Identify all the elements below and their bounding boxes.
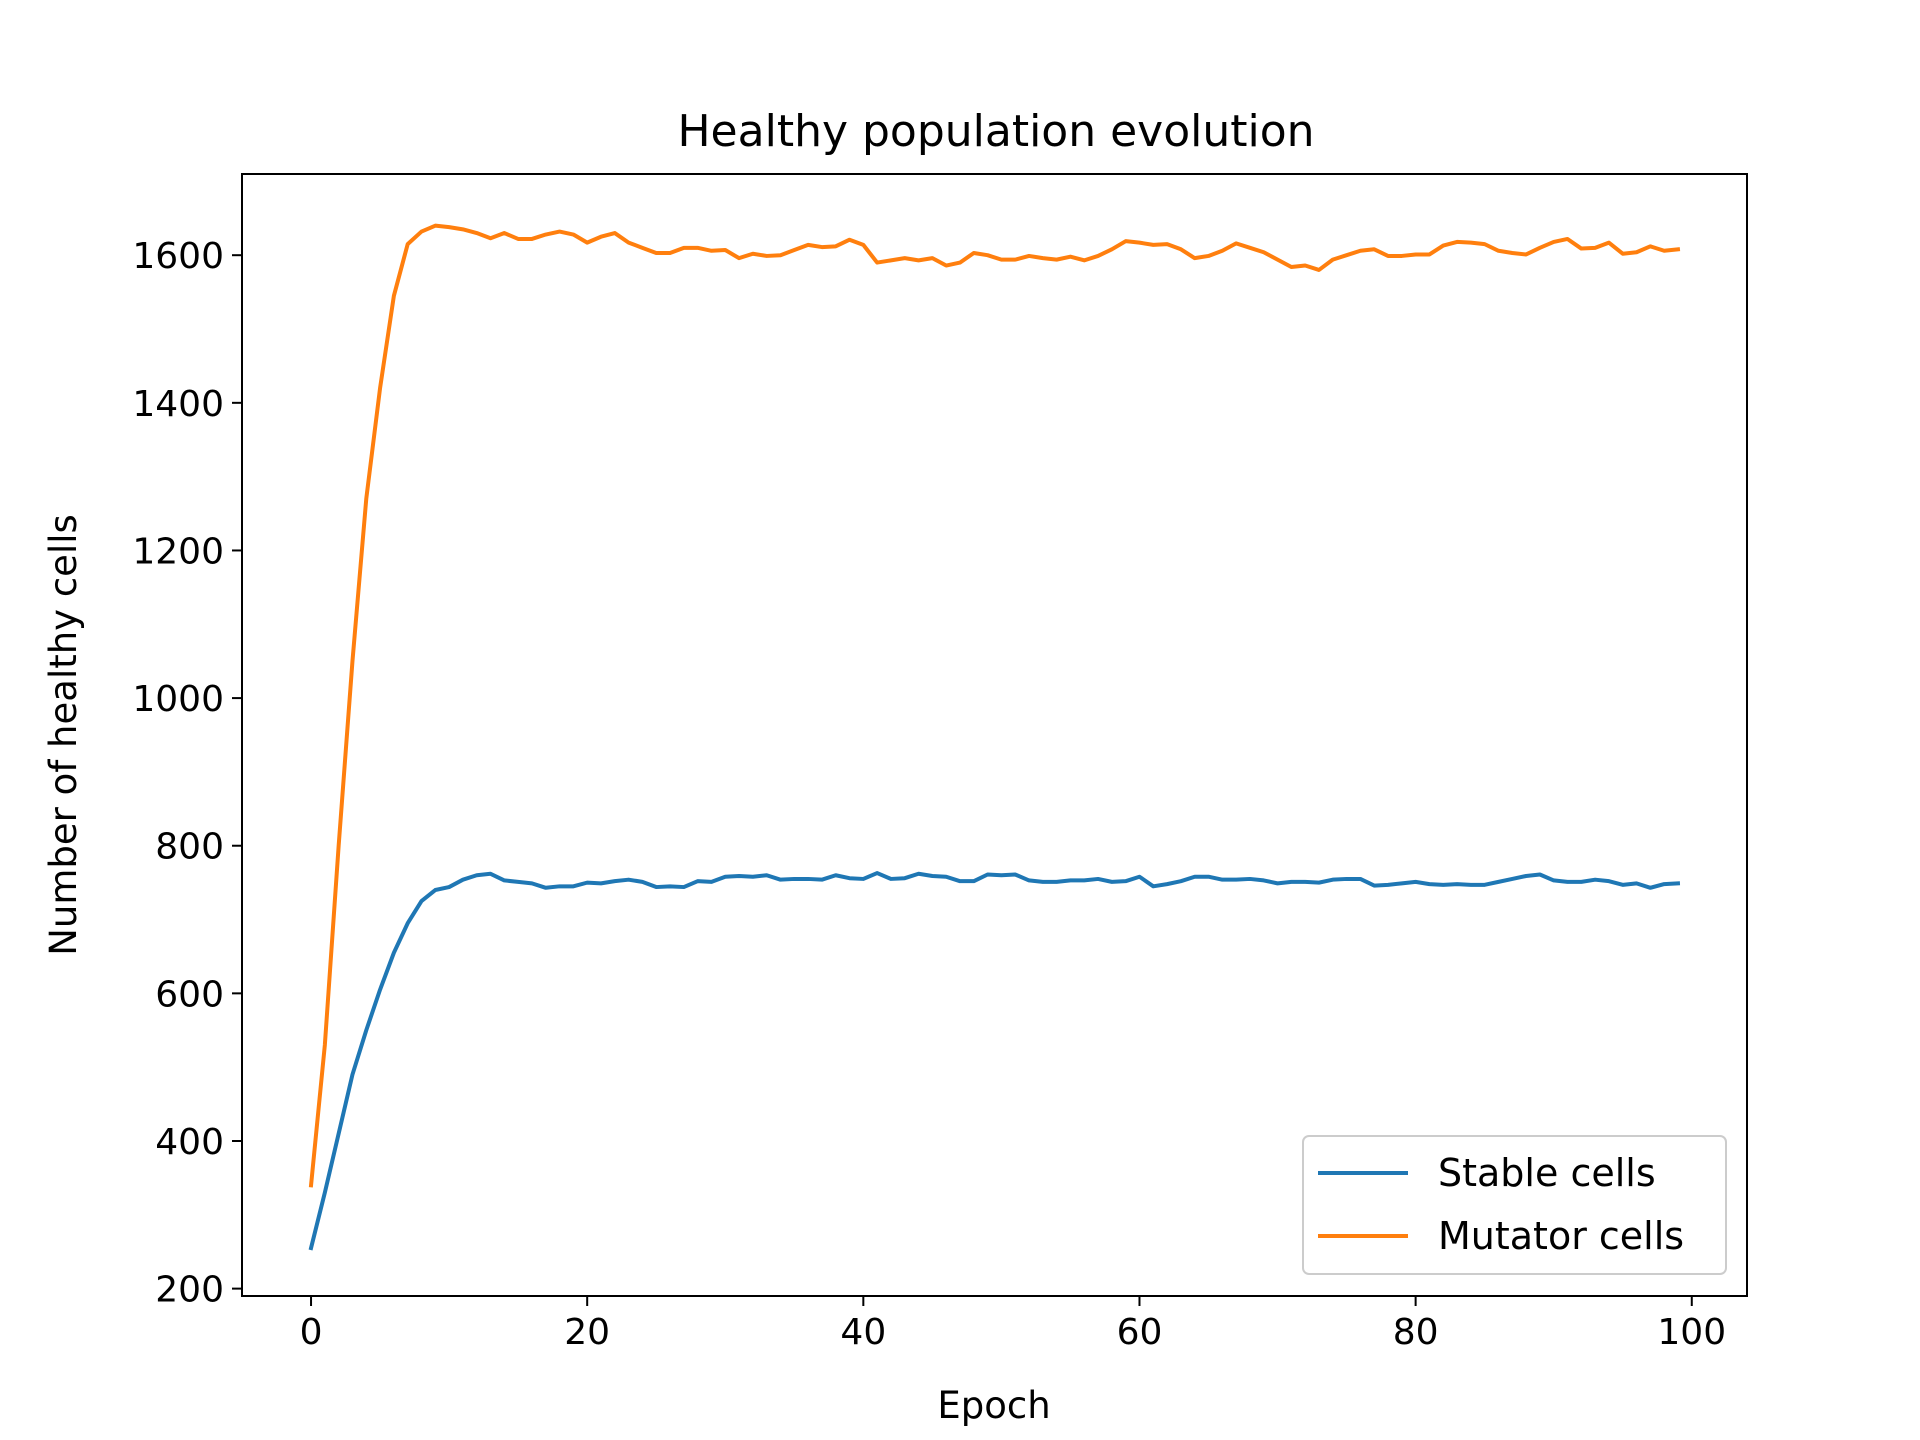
- legend-label-stable-cells: Stable cells: [1438, 1151, 1656, 1195]
- x-tick-label-80: 80: [1393, 1312, 1439, 1353]
- y-tick-label-1000: 1000: [132, 679, 224, 720]
- y-tick-label-1400: 1400: [132, 384, 224, 425]
- x-tick-label-0: 0: [300, 1312, 323, 1353]
- plot-area-frame: [241, 173, 1748, 1297]
- legend-box: [1302, 1135, 1727, 1275]
- y-tick-label-400: 400: [155, 1122, 224, 1163]
- x-tick-label-100: 100: [1657, 1312, 1726, 1353]
- y-tick-label-800: 800: [155, 827, 224, 868]
- y-tick-label-1600: 1600: [132, 236, 224, 277]
- axis-ticks: 0 20 40 60 80 100 200 400 600 800 1000 1200 1400 1600: [132, 236, 1726, 1353]
- y-axis-label: Number of healthy cells: [42, 514, 85, 956]
- x-tick-label-60: 60: [1117, 1312, 1163, 1353]
- x-axis-label: Epoch: [937, 1384, 1050, 1427]
- x-tick-label-20: 20: [564, 1312, 610, 1353]
- series-line-stable-cells: [308, 871, 1681, 1251]
- legend: Stable cells Mutator cells: [1302, 1135, 1727, 1275]
- series-line-mutator-cells: [308, 223, 1681, 1188]
- y-tick-label-1200: 1200: [132, 531, 224, 572]
- y-tick-label-600: 600: [155, 974, 224, 1015]
- legend-label-mutator-cells: Mutator cells: [1438, 1214, 1684, 1258]
- series-lines: [308, 223, 1681, 1251]
- chart-title: Healthy population evolution: [677, 106, 1314, 157]
- y-tick-label-200: 200: [155, 1270, 224, 1311]
- x-tick-label-40: 40: [840, 1312, 886, 1353]
